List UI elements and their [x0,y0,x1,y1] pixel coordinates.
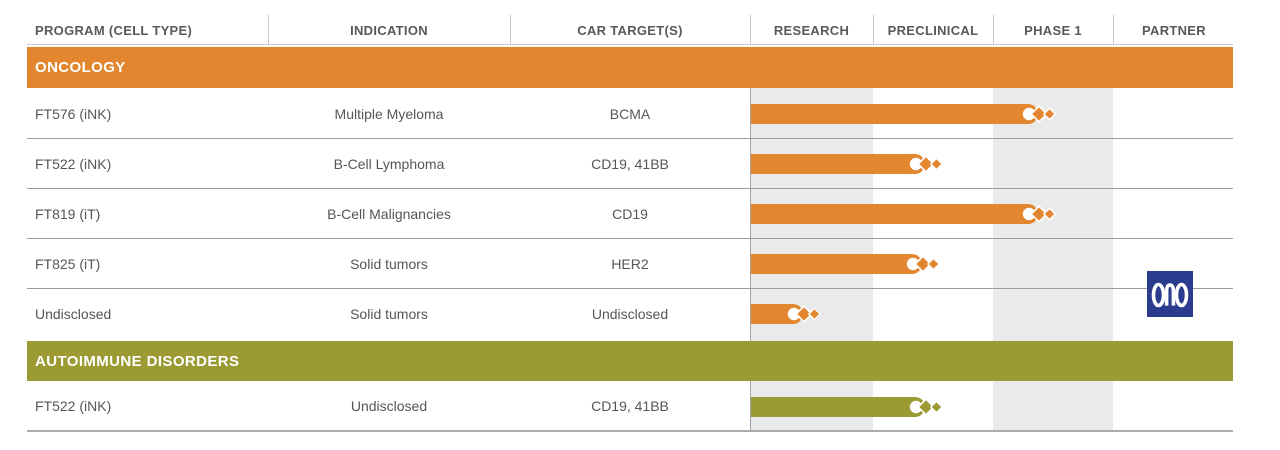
progress-bar-undisclosed [751,302,822,326]
header-divider [1113,15,1114,44]
car-target-cell: CD19, 41BB [591,156,669,172]
table-bottom-border [27,430,1233,432]
header-divider [993,15,994,44]
indication-cell: Undisclosed [350,398,428,414]
indication-cell: B-Cell Malignancies [327,206,451,222]
column-header-partner: PARTNER [1142,22,1206,38]
section-title-autoimmune: AUTOIMMUNE DISORDERS [35,352,240,370]
row-separator [27,288,1233,289]
program-cell: FT522 (iNK) [35,398,112,414]
car-target-cell: CD19, 41BB [591,398,669,414]
pipeline-row-ft576: FT576 (iNK) Multiple Myeloma BCMA [0,89,1280,139]
program-cell: FT522 (iNK) [35,156,112,172]
car-target-cell: CD19 [612,206,648,222]
pipeline-row-ft825: FT825 (iT) Solid tumors HER2 [0,239,1280,289]
program-cell: FT819 (iT) [35,206,101,222]
car-target-cell: Undisclosed [591,306,669,322]
program-cell: FT825 (iT) [35,256,101,272]
indication-cell: Solid tumors [350,256,428,272]
column-header-preclinical: PRECLINICAL [887,22,979,38]
section-band-autoimmune: AUTOIMMUNE DISORDERS [27,341,1233,381]
column-header-indication: INDICATION [350,22,428,38]
section-title-oncology: ONCOLOGY [35,59,126,76]
column-header-program: PROGRAM (CELL TYPE) [35,22,193,38]
column-header-phase1: PHASE 1 [1024,22,1082,38]
pipeline-row-ft522-autoimmune: FT522 (iNK) Undisclosed CD19, 41BB [0,381,1280,431]
program-cell: Undisclosed [35,306,112,322]
ono-partner-logo [1147,271,1193,317]
row-separator [27,188,1233,189]
progress-bar-ft819 [751,202,1057,226]
program-cell: FT576 (iNK) [35,106,112,122]
car-target-cell: HER2 [611,256,649,272]
progress-bar-ft522-oncology [751,152,944,176]
header-divider [750,15,751,44]
header-divider [510,15,511,44]
indication-cell: Solid tumors [350,306,428,322]
column-header-car-targets: CAR TARGET(S) [577,22,683,38]
indication-cell: Multiple Myeloma [334,106,444,122]
column-header-research: RESEARCH [773,22,850,38]
section-band-oncology: ONCOLOGY [27,47,1233,88]
row-separator [27,238,1233,239]
header-underline [27,44,1233,45]
progress-bar-ft522-autoimmune [751,395,944,419]
header-divider [268,15,269,44]
row-separator [27,138,1233,139]
pipeline-row-ft819: FT819 (iT) B-Cell Malignancies CD19 [0,189,1280,239]
progress-bar-ft576 [751,102,1057,126]
car-target-cell: BCMA [609,106,651,122]
progress-bar-ft825 [751,252,941,276]
header-divider [873,15,874,44]
indication-cell: B-Cell Lymphoma [333,156,445,172]
pipeline-row-ft522-oncology: FT522 (iNK) B-Cell Lymphoma CD19, 41BB [0,139,1280,189]
pipeline-row-undisclosed: Undisclosed Solid tumors Undisclosed [0,289,1280,339]
